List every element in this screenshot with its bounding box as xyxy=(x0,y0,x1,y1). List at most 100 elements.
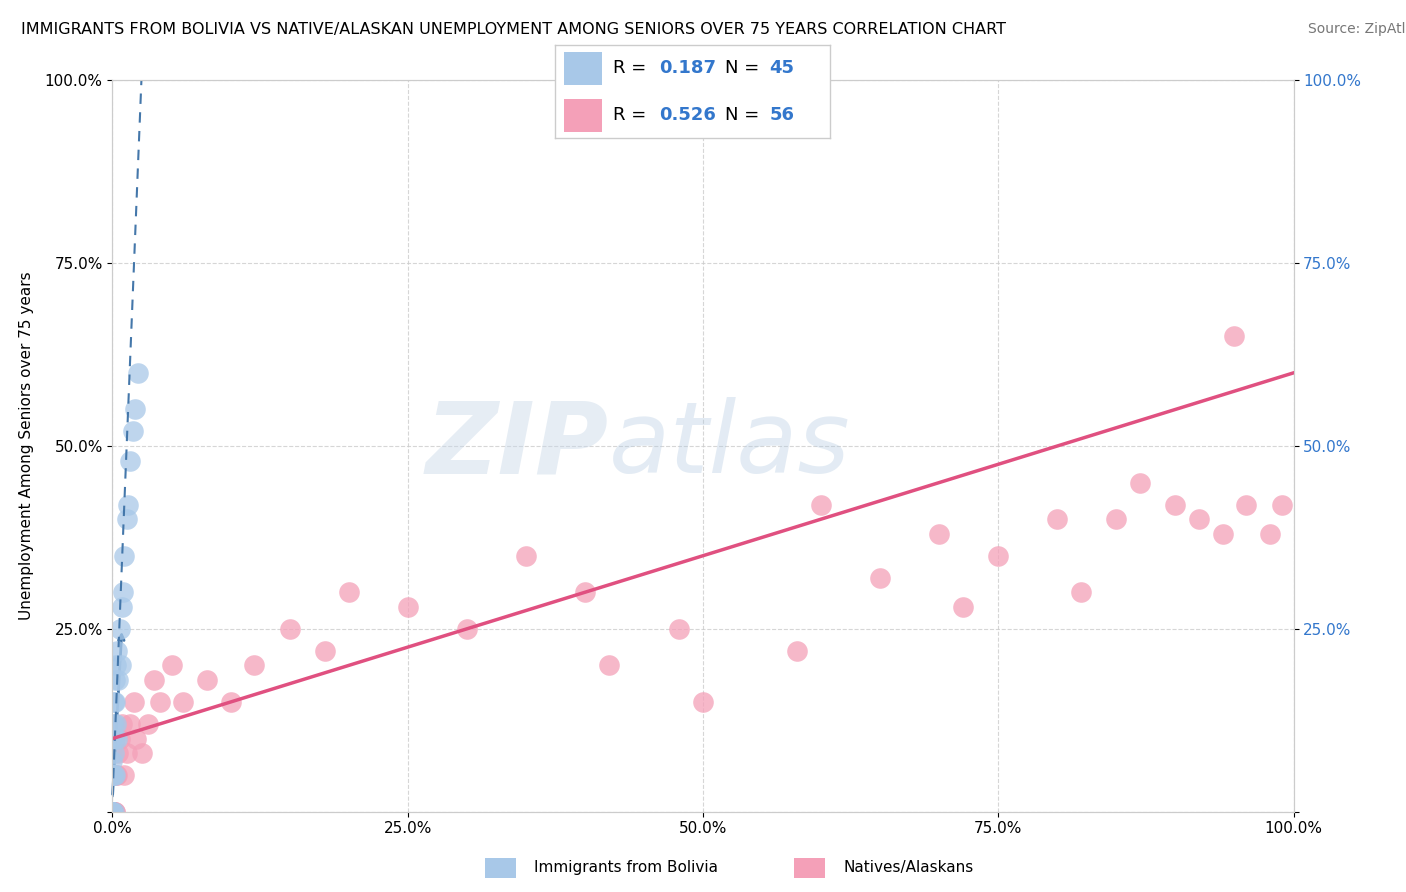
Point xyxy=(101,805,124,819)
Point xyxy=(101,805,124,819)
Point xyxy=(103,805,125,819)
Point xyxy=(105,768,128,782)
Point xyxy=(314,644,336,658)
Point xyxy=(243,658,266,673)
Point xyxy=(142,673,165,687)
Point xyxy=(122,695,145,709)
Text: N =: N = xyxy=(725,106,765,124)
Text: Source: ZipAtlas.com: Source: ZipAtlas.com xyxy=(1308,22,1406,37)
Point xyxy=(101,805,124,819)
Point xyxy=(104,768,127,782)
Point xyxy=(1129,475,1152,490)
Text: Natives/Alaskans: Natives/Alaskans xyxy=(844,860,974,874)
Point xyxy=(111,599,134,614)
Text: N =: N = xyxy=(725,60,765,78)
Point xyxy=(101,768,124,782)
Point xyxy=(160,658,183,673)
Point xyxy=(101,805,124,819)
Y-axis label: Unemployment Among Seniors over 75 years: Unemployment Among Seniors over 75 years xyxy=(18,272,34,620)
Point xyxy=(1046,512,1069,526)
Point xyxy=(1070,585,1092,599)
Point xyxy=(105,731,128,746)
Point xyxy=(120,453,142,467)
Point xyxy=(125,731,148,746)
Point xyxy=(574,585,596,599)
Point xyxy=(131,746,153,760)
Point xyxy=(786,644,808,658)
Text: IMMIGRANTS FROM BOLIVIA VS NATIVE/ALASKAN UNEMPLOYMENT AMONG SENIORS OVER 75 YEA: IMMIGRANTS FROM BOLIVIA VS NATIVE/ALASKA… xyxy=(21,22,1007,37)
Text: 0.526: 0.526 xyxy=(659,106,717,124)
Point xyxy=(108,731,131,746)
Point xyxy=(668,622,690,636)
Point xyxy=(136,717,159,731)
Point xyxy=(101,805,124,819)
Point xyxy=(101,805,124,819)
Text: 45: 45 xyxy=(769,60,794,78)
Point xyxy=(103,805,125,819)
Point xyxy=(107,673,129,687)
Point xyxy=(692,695,714,709)
Point xyxy=(1223,329,1246,343)
Text: atlas: atlas xyxy=(609,398,851,494)
Point xyxy=(101,754,124,768)
Point xyxy=(1105,512,1128,526)
Point xyxy=(101,805,124,819)
Point xyxy=(928,526,950,541)
Point xyxy=(101,805,124,819)
Point xyxy=(105,768,128,782)
FancyBboxPatch shape xyxy=(564,52,602,85)
Point xyxy=(104,805,127,819)
Point xyxy=(101,805,124,819)
Text: R =: R = xyxy=(613,106,652,124)
Point xyxy=(117,498,139,512)
Point xyxy=(112,768,135,782)
Point xyxy=(115,746,138,760)
Point xyxy=(101,731,124,746)
Point xyxy=(101,805,124,819)
Point xyxy=(1271,498,1294,512)
Point xyxy=(396,599,419,614)
Point xyxy=(108,622,131,636)
Point xyxy=(124,402,146,417)
Point xyxy=(101,805,124,819)
Point xyxy=(172,695,194,709)
Point xyxy=(337,585,360,599)
Point xyxy=(869,571,891,585)
Text: Immigrants from Bolivia: Immigrants from Bolivia xyxy=(534,860,718,874)
Point xyxy=(219,695,242,709)
Point xyxy=(101,805,124,819)
Point xyxy=(1234,498,1257,512)
Point xyxy=(103,746,125,760)
Point xyxy=(101,805,124,819)
Point xyxy=(101,805,124,819)
Point xyxy=(104,673,127,687)
Point xyxy=(456,622,478,636)
Point xyxy=(105,717,128,731)
Text: 56: 56 xyxy=(769,106,794,124)
Point xyxy=(1258,526,1281,541)
Point xyxy=(103,695,125,709)
Point xyxy=(101,717,124,731)
Point xyxy=(149,695,172,709)
Point xyxy=(110,658,132,673)
Text: ZIP: ZIP xyxy=(426,398,609,494)
Point xyxy=(104,731,127,746)
Point xyxy=(101,805,124,819)
Point xyxy=(101,805,124,819)
Point xyxy=(103,805,125,819)
Point xyxy=(121,425,143,439)
Point xyxy=(115,512,138,526)
Point xyxy=(515,549,537,563)
Point xyxy=(101,768,124,782)
Point xyxy=(195,673,218,687)
Point xyxy=(810,498,832,512)
Point xyxy=(278,622,301,636)
Point xyxy=(107,746,129,760)
Point xyxy=(598,658,620,673)
Point xyxy=(101,805,124,819)
Point xyxy=(103,768,125,782)
Point xyxy=(104,695,127,709)
Point xyxy=(103,717,125,731)
Text: R =: R = xyxy=(613,60,652,78)
Point xyxy=(952,599,974,614)
